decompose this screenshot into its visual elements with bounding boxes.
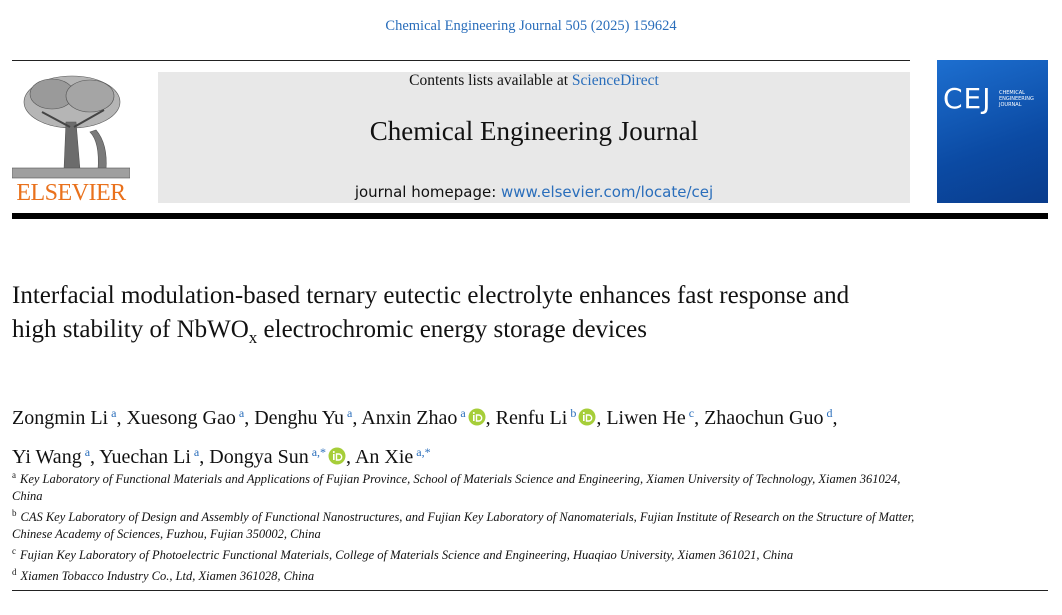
author-affiliation: a <box>347 406 353 420</box>
author: Liwen He c, <box>606 406 700 429</box>
author-affiliation: a <box>193 445 200 459</box>
cover-line: ENGINEERING <box>999 96 1034 102</box>
title-part: Interfacial modulation-based ternary eut… <box>12 282 850 343</box>
publisher-logo <box>12 75 130 179</box>
author-separator: , <box>352 407 358 429</box>
author: Renfu Li b, <box>495 406 602 429</box>
cover-line: CHEMICAL <box>999 90 1025 96</box>
rule <box>12 60 910 61</box>
affiliation-label: d <box>12 567 17 577</box>
homepage-line: journal homepage: www.elsevier.com/locat… <box>158 183 910 201</box>
affiliation: c Fujian Key Laboratory of Photoelectric … <box>12 543 922 564</box>
author-name: Denghu Yu <box>254 407 345 429</box>
author-name: Dongya Sun <box>209 446 309 468</box>
author: Xuesong Gao a, <box>126 406 250 429</box>
author: Anxin Zhao a, <box>361 406 491 429</box>
author-affiliation: a,* <box>416 445 431 459</box>
author-separator: , <box>596 407 602 429</box>
author-name: Xuesong Gao <box>126 407 236 429</box>
publisher: ELSEVIER <box>16 180 126 206</box>
author-separator: , <box>244 407 250 429</box>
cover-line: JOURNAL <box>999 102 1022 108</box>
author-name: Yuechan Li <box>99 446 191 468</box>
contents-line: Contents lists available at ScienceDirec… <box>158 72 910 90</box>
author: Yi Wang a, <box>12 445 96 468</box>
author: Dongya Sun a,*, <box>209 445 352 468</box>
affiliation-text: Xiamen Tobacco Industry Co., Ltd, Xiamen… <box>20 569 315 583</box>
author: Yuechan Li a, <box>99 445 205 468</box>
author-affiliation: c <box>688 406 695 420</box>
affiliation: a Key Laboratory of Functional Materials … <box>12 467 922 505</box>
title-subscript: x <box>248 328 258 347</box>
journal-name: Chemical Engineering Journal <box>369 116 699 146</box>
author-name: Renfu Li <box>495 407 568 429</box>
author-separator: , <box>832 407 838 429</box>
author-name: Anxin Zhao <box>361 407 458 429</box>
author: Zhaochun Guo d, <box>704 406 838 429</box>
affiliation-label: a <box>12 470 16 480</box>
author-name: Zhaochun Guo <box>704 407 824 429</box>
orcid-icon[interactable] <box>328 447 346 465</box>
author: Zongmin Li a, <box>12 406 122 429</box>
author-name: An Xie <box>354 446 414 468</box>
author-affiliation: a,* <box>311 445 327 459</box>
author-name: Yi Wang <box>12 446 82 468</box>
author-name: Liwen He <box>606 407 686 429</box>
author-affiliation: a <box>460 406 466 420</box>
author-name: Zongmin Li <box>12 407 109 429</box>
journal-cover: CEJ CHEMICAL ENGINEERING JOURNAL <box>937 60 1048 203</box>
author-affiliation: d <box>826 406 833 420</box>
affiliations: a Key Laboratory of Functional Materials … <box>12 467 922 585</box>
affiliation-text: Fujian Key Laboratory of Photoelectric F… <box>20 548 794 562</box>
affiliation-text: Key Laboratory of Functional Materials a… <box>12 472 901 503</box>
homepage-link[interactable]: www.elsevier.com/locate/cej <box>501 183 714 201</box>
orcid-icon[interactable] <box>578 408 596 426</box>
author: An Xie a,* <box>354 445 431 468</box>
contents-prefix: Contents lists available at <box>409 72 572 89</box>
affiliation-label: c <box>12 546 16 556</box>
author-affiliation: b <box>570 406 577 420</box>
author-separator: , <box>346 446 352 468</box>
author-separator: , <box>199 446 205 468</box>
journal-banner <box>158 72 910 203</box>
author-separator: , <box>485 407 491 429</box>
citation: Chemical Engineering Journal 505 (2025) … <box>385 18 677 34</box>
author-affiliation: a <box>238 406 245 420</box>
author-separator: , <box>90 446 96 468</box>
authors: Zongmin Li a, Xuesong Gao a, Denghu Yu a, A… <box>12 396 842 474</box>
rule <box>12 590 1048 591</box>
cover-lines: CHEMICAL ENGINEERING JOURNAL <box>999 90 1034 108</box>
title-part: electrochromic energy storage devices <box>257 316 647 343</box>
author-separator: , <box>694 407 700 429</box>
cover-logo: CEJ <box>943 82 992 115</box>
thick-rule <box>12 213 1048 219</box>
author-separator: , <box>116 407 122 429</box>
affiliation: b CAS Key Laboratory of Design and Assemb… <box>12 505 922 543</box>
homepage-prefix: journal homepage: <box>354 183 502 201</box>
author-affiliation: a <box>84 445 91 459</box>
orcid-icon[interactable] <box>468 408 486 426</box>
sciencedirect-link[interactable]: ScienceDirect <box>571 72 659 89</box>
author: Denghu Yu a, <box>254 406 358 429</box>
affiliation: d Xiamen Tobacco Industry Co., Ltd, Xiame… <box>12 564 922 585</box>
author-affiliation: a <box>111 406 117 420</box>
article-title: Interfacial modulation-based ternary eut… <box>12 279 872 355</box>
affiliation-text: CAS Key Laboratory of Design and Assembl… <box>12 510 915 541</box>
affiliation-label: b <box>12 508 17 518</box>
